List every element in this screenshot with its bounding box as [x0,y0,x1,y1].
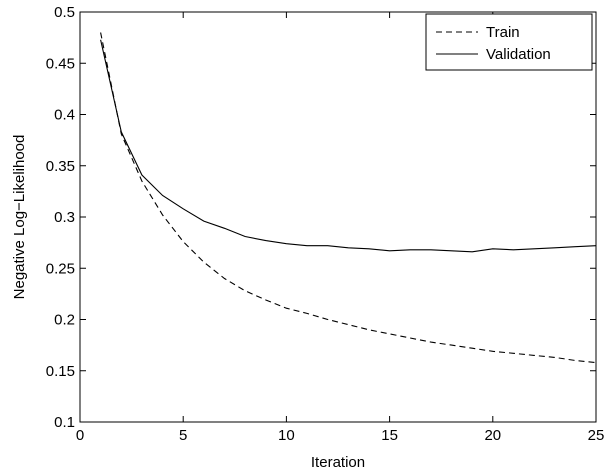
legend-label-validation: Validation [486,46,551,63]
y-tick-label: 0.5 [54,4,75,21]
series-line-train [100,32,597,364]
y-tick-label: 0.2 [54,312,75,329]
plot-area [79,11,597,423]
y-axis-label: Negative Log−Likelihood [11,135,28,300]
x-tick-label: 10 [278,427,295,444]
y-tick-label: 0.25 [46,260,75,277]
series-layer [100,32,597,364]
legend-label-train: Train [486,24,520,41]
legend: Train Validation [425,13,593,71]
axis-ticks: 0 5 10 15 20 25 0.1 0.15 0.2 0.25 0.3 0.35 0.4 0.45 0.… [46,4,605,444]
y-tick-label: 0.15 [46,363,75,380]
x-axis-label: Iteration [311,454,365,471]
legend-box [425,13,593,71]
x-tick-label: 15 [381,427,398,444]
x-tick-label: 0 [76,427,84,444]
series-line-validation [100,39,597,253]
y-tick-label: 0.45 [46,55,75,72]
y-tick-label: 0.1 [54,414,75,431]
x-tick-label: 5 [179,427,187,444]
x-tick-label: 25 [588,427,605,444]
y-tick-label: 0.3 [54,209,75,226]
y-tick-label: 0.35 [46,158,75,175]
y-tick-label: 0.4 [54,107,75,124]
x-tick-label: 20 [484,427,501,444]
